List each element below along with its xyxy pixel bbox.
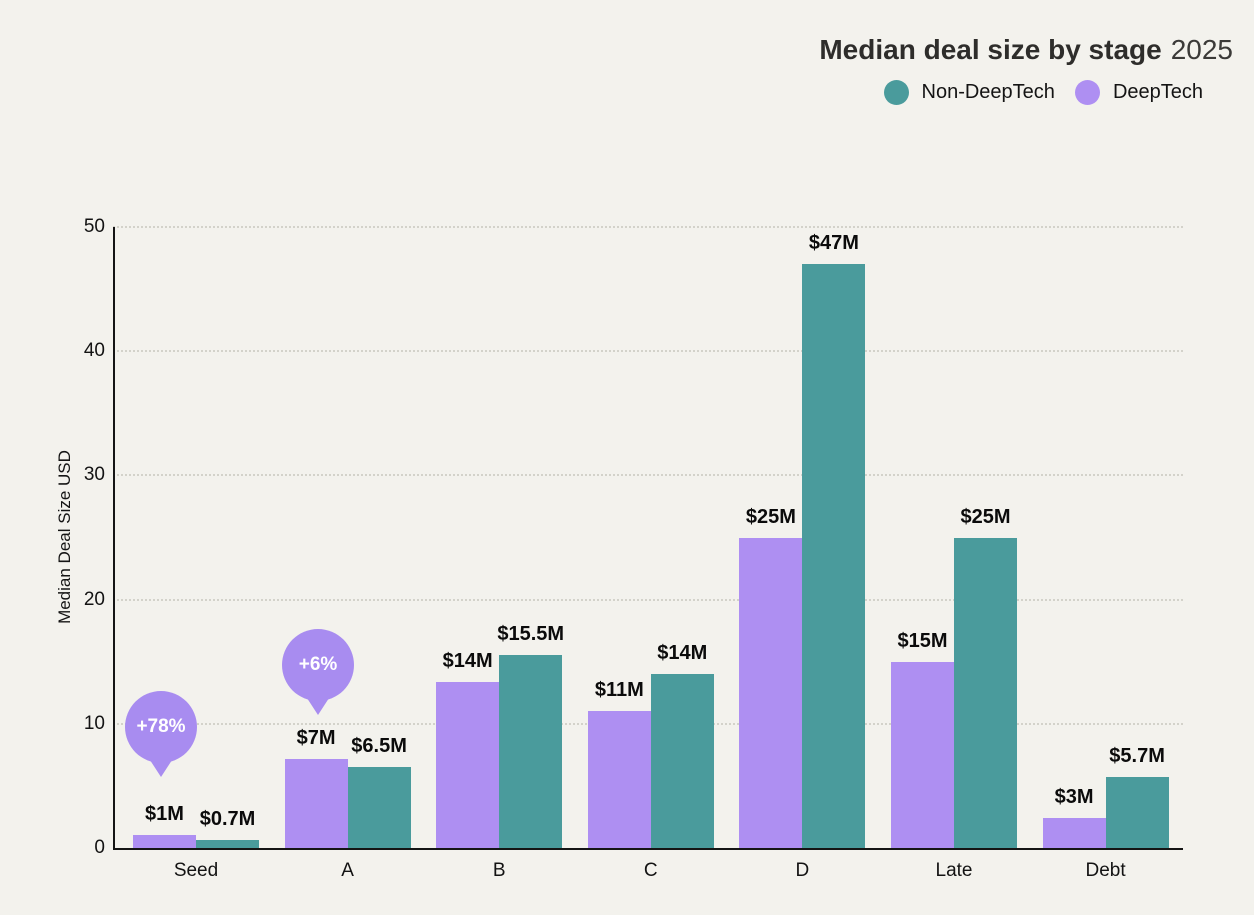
bar-non-deeptech-debt xyxy=(1105,777,1169,848)
bar-deeptech-c xyxy=(587,711,651,848)
y-tick-50: 50 xyxy=(83,216,105,237)
y-tick-10: 10 xyxy=(83,712,105,734)
bar-non-deeptech-a xyxy=(347,767,411,848)
bar-label-non-deeptech-a: $6.5M xyxy=(351,735,407,758)
y-tick-40: 40 xyxy=(83,340,105,362)
bar-label-non-deeptech-debt: $5.7M xyxy=(1109,745,1165,768)
y-axis-line xyxy=(113,227,115,850)
annotation-text: +6% xyxy=(298,654,338,675)
bar-deeptech-seed xyxy=(133,834,196,848)
legend-label: Non-DeepTech xyxy=(921,81,1055,103)
bar-label-non-deeptech-c: $14M xyxy=(657,642,708,665)
legend-dot-icon xyxy=(883,80,909,105)
x-tick-late: Late xyxy=(935,860,973,881)
bar-deeptech-late xyxy=(891,661,954,848)
bar-label-deeptech-b: $14M xyxy=(442,649,493,672)
x-axis-line xyxy=(113,848,1183,850)
bar-non-deeptech-c xyxy=(650,674,714,848)
y-tick-0: 0 xyxy=(94,837,105,858)
legend-dot-icon xyxy=(1074,80,1100,105)
bar-label-deeptech-debt: $3M xyxy=(1054,786,1094,809)
annotation-bubble-tail xyxy=(148,757,174,777)
gridline-20 xyxy=(113,598,1183,601)
bar-label-non-deeptech-d: $47M xyxy=(808,232,859,255)
chart-title-main: Median deal size by stage xyxy=(819,34,1162,65)
chart-title-year: 2025 xyxy=(1170,34,1233,65)
gridline-40 xyxy=(113,350,1183,353)
x-tick-b: B xyxy=(492,860,506,881)
legend-item-non-deeptech: Non-DeepTech xyxy=(883,80,1055,105)
x-tick-debt: Debt xyxy=(1085,860,1126,881)
y-tick-20: 20 xyxy=(83,588,105,610)
annotation-bubble-seed: +78% xyxy=(125,691,197,777)
legend: Non-DeepTech DeepTech xyxy=(883,80,1203,105)
bar-non-deeptech-d xyxy=(802,264,866,848)
bar-non-deeptech-b xyxy=(499,655,563,848)
bar-non-deeptech-seed xyxy=(196,839,259,848)
bar-label-deeptech-a: $7M xyxy=(296,726,336,749)
bar-label-deeptech-seed: $1M xyxy=(145,802,184,825)
bar-deeptech-b xyxy=(436,681,500,848)
annotation-bubble-a: +6% xyxy=(282,629,354,715)
annotation-text: +78% xyxy=(136,716,186,737)
gridline-50 xyxy=(113,226,1183,228)
bar-label-deeptech-c: $11M xyxy=(594,679,644,702)
bar-deeptech-d xyxy=(739,537,803,848)
x-tick-seed: Seed xyxy=(173,860,219,881)
annotation-bubble-tail xyxy=(305,695,331,715)
gridline-30 xyxy=(113,474,1183,477)
legend-label: DeepTech xyxy=(1112,81,1203,103)
bar-label-non-deeptech-seed: $0.7M xyxy=(199,807,256,830)
bar-deeptech-a xyxy=(284,758,348,848)
x-tick-d: D xyxy=(795,860,810,881)
x-tick-a: A xyxy=(341,860,354,881)
bar-label-deeptech-late: $15M xyxy=(897,629,948,652)
chart-title: Median deal size by stage 2025 xyxy=(819,34,1233,66)
bar-label-non-deeptech-b: $15.5M xyxy=(497,623,565,646)
bar-non-deeptech-late xyxy=(954,537,1017,848)
bar-label-non-deeptech-late: $25M xyxy=(960,505,1011,528)
legend-item-deeptech: DeepTech xyxy=(1074,80,1203,105)
bar-label-deeptech-d: $25M xyxy=(745,505,796,528)
y-tick-30: 30 xyxy=(83,464,105,486)
bar-deeptech-debt xyxy=(1042,818,1106,848)
x-tick-c: C xyxy=(643,860,658,881)
